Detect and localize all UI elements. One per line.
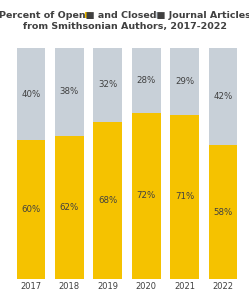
Text: 32%: 32% [98, 80, 118, 89]
Bar [17, 48, 46, 140]
Text: 71%: 71% [175, 193, 194, 202]
Bar [170, 115, 199, 279]
Bar [208, 48, 237, 145]
Bar [170, 48, 199, 115]
Text: 68%: 68% [98, 196, 118, 205]
Bar [55, 136, 84, 279]
Bar [93, 122, 122, 279]
Bar [132, 48, 161, 113]
Text: 29%: 29% [175, 77, 194, 86]
Text: 72%: 72% [136, 191, 156, 200]
Text: from Smithsonian Authors, 2017-2022: from Smithsonian Authors, 2017-2022 [22, 22, 227, 32]
Text: 38%: 38% [60, 87, 79, 96]
Bar [93, 48, 122, 122]
Text: 60%: 60% [21, 205, 41, 214]
Bar [132, 113, 161, 279]
Bar [208, 145, 237, 279]
Bar [55, 48, 84, 136]
Bar [17, 140, 46, 279]
Text: 42%: 42% [213, 92, 233, 101]
Text: Percent of Open■ and Closed■ Journal Articles: Percent of Open■ and Closed■ Journal Art… [0, 11, 249, 20]
Text: 62%: 62% [60, 203, 79, 212]
Text: 28%: 28% [136, 76, 156, 85]
Text: 58%: 58% [213, 208, 233, 217]
Text: 40%: 40% [21, 90, 41, 99]
